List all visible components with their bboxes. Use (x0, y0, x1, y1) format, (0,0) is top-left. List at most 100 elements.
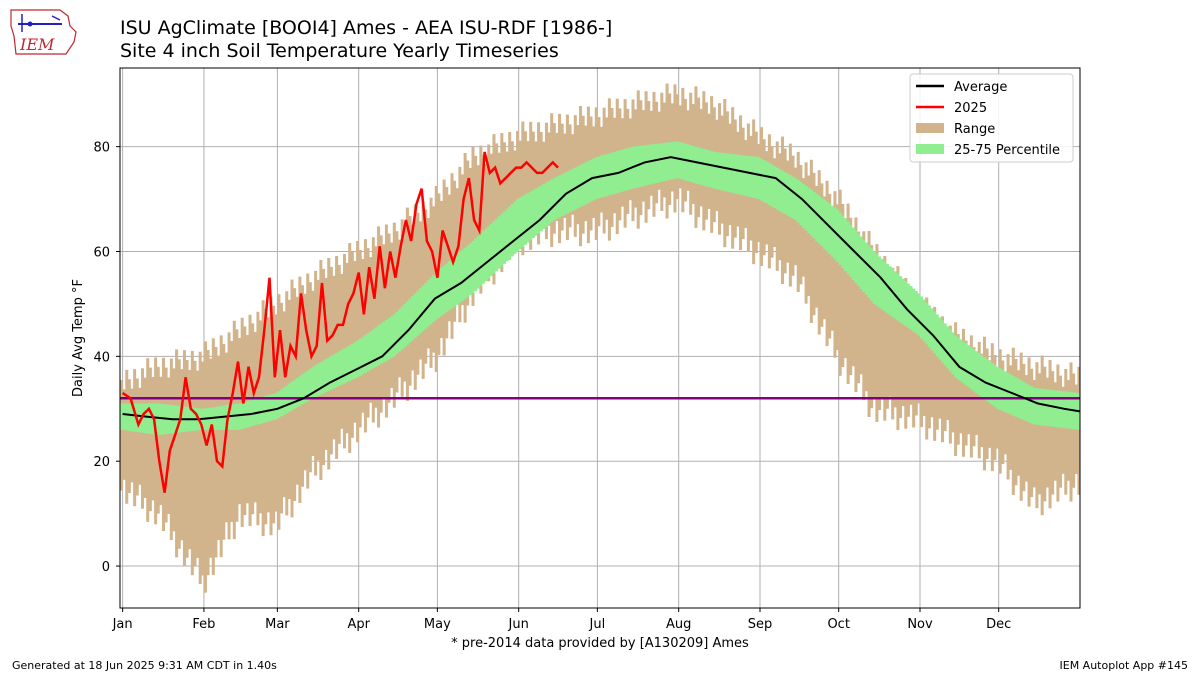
percentile-bar (468, 243, 472, 296)
range-bar (846, 203, 850, 384)
percentile-bar (337, 351, 341, 386)
percentile-bar (529, 191, 533, 241)
range-bar (975, 358, 979, 435)
percentile-bar (864, 242, 868, 295)
range-bar (468, 167, 472, 289)
percentile-bar (851, 227, 855, 280)
percentile-bar (586, 161, 590, 203)
range-bar (445, 187, 449, 339)
percentile-bar (731, 154, 735, 193)
range-bar (914, 303, 918, 416)
range-bar (990, 343, 994, 472)
range-bar (961, 328, 965, 457)
range-bar (458, 166, 462, 323)
percentile-bar (489, 223, 493, 277)
range-bar (946, 341, 950, 421)
percentile-bar (880, 258, 884, 310)
range-bar (190, 350, 194, 576)
percentile-bar (405, 301, 409, 345)
percentile-bar (542, 184, 546, 230)
range-bar (862, 231, 866, 401)
percentile-bar (156, 403, 160, 435)
percentile-bar (712, 151, 716, 189)
range-bar (526, 141, 530, 229)
percentile-bar (1059, 390, 1063, 428)
percentile-bar (754, 156, 758, 199)
percentile-bar (715, 152, 719, 190)
percentile-bar (395, 311, 399, 355)
range-bar (956, 334, 960, 445)
percentile-bar (253, 399, 257, 426)
percentile-bar (702, 148, 706, 186)
percentile-bar (500, 213, 504, 267)
percentile-bar (1045, 389, 1049, 427)
percentile-bar (857, 233, 861, 286)
range-bar (1043, 366, 1047, 502)
percentile-bar (230, 404, 234, 430)
percentile-bar (282, 387, 286, 415)
range-bar (809, 159, 813, 323)
percentile-bar (266, 395, 270, 422)
percentile-bar (710, 151, 714, 188)
percentile-bar (812, 191, 816, 239)
percentile-bar (516, 199, 520, 252)
percentile-bar (783, 172, 787, 215)
percentile-bar (652, 144, 656, 184)
range-bar (1069, 362, 1073, 502)
percentile-bar (379, 323, 383, 364)
x-tick-label: Nov (907, 617, 933, 632)
percentile-bar (749, 156, 753, 198)
percentile-bar (670, 142, 674, 180)
percentile-bar (1027, 384, 1031, 423)
range-bar (817, 170, 821, 335)
range-bar (492, 134, 496, 285)
percentile-bar (295, 378, 299, 408)
range-bar (484, 164, 488, 263)
percentile-bar (809, 189, 813, 236)
range-bar (870, 245, 874, 409)
legend-swatch (916, 144, 944, 154)
range-bar (453, 180, 457, 322)
percentile-bar (481, 231, 485, 284)
percentile-bar (581, 163, 585, 206)
percentile-bar (639, 145, 643, 187)
percentile-bar (521, 196, 525, 248)
percentile-bar (455, 254, 459, 305)
percentile-bar (280, 389, 284, 417)
range-bar (156, 366, 160, 514)
range-bar (1032, 379, 1036, 488)
percentile-bar (387, 318, 391, 360)
percentile-bar (1040, 388, 1044, 426)
percentile-bar (780, 170, 785, 213)
percentile-bar (849, 224, 853, 277)
range-bar (935, 319, 939, 430)
range-bar (872, 259, 876, 400)
range-bar (977, 341, 981, 459)
range-bar (180, 369, 184, 541)
range-bar (893, 281, 897, 408)
percentile-bar (733, 154, 737, 194)
range-bar (476, 165, 480, 275)
range-bar (948, 325, 952, 444)
percentile-bar (479, 233, 483, 287)
range-bar (497, 152, 501, 254)
chart-subtitle: Site 4 inch Soil Temperature Yearly Time… (120, 40, 559, 62)
range-bar (135, 378, 139, 496)
range-bar (841, 203, 845, 367)
range-bar (510, 141, 514, 245)
percentile-bar (951, 332, 955, 375)
percentile-bar (870, 248, 874, 301)
range-bar (1061, 386, 1065, 474)
range-bar (122, 389, 126, 480)
percentile-bar (314, 365, 318, 398)
percentile-bar (791, 176, 795, 219)
percentile-bar (308, 368, 312, 400)
range-bar (1024, 375, 1028, 482)
percentile-bar (1043, 389, 1047, 426)
percentile-bar (442, 265, 446, 315)
range-bar (1051, 371, 1055, 495)
range-bar (513, 150, 517, 229)
x-tick-label: Apr (347, 617, 370, 632)
y-tick-label: 60 (93, 245, 110, 260)
percentile-bar (159, 403, 163, 435)
